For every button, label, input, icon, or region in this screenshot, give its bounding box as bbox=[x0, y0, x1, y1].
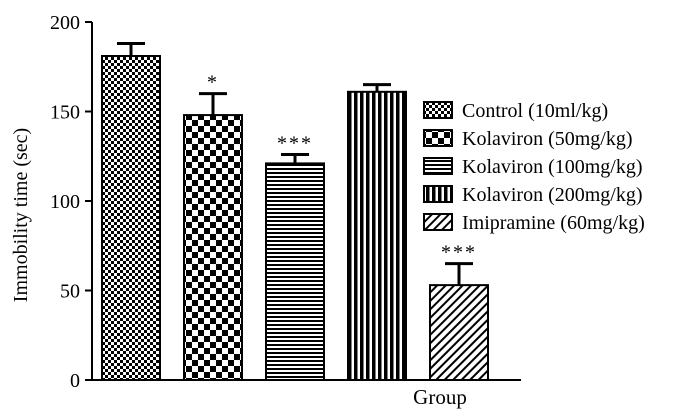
legend-label: Kolaviron (200mg/kg) bbox=[462, 184, 643, 206]
legend-label: Imipramine (60mg/kg) bbox=[462, 212, 645, 234]
legend-swatch bbox=[423, 157, 453, 175]
bar bbox=[101, 55, 161, 381]
significance-group: ******* bbox=[207, 72, 477, 264]
legend-swatch bbox=[423, 129, 453, 147]
legend-swatch bbox=[423, 101, 453, 119]
bars-group bbox=[101, 55, 489, 382]
y-tick-label: 100 bbox=[50, 191, 80, 213]
x-axis-label: Group bbox=[413, 385, 467, 409]
error-bars-group bbox=[117, 41, 473, 286]
y-tick-label: 50 bbox=[60, 281, 80, 303]
bar bbox=[183, 114, 243, 382]
legend-label: Kolaviron (100mg/kg) bbox=[462, 156, 643, 178]
legend-swatch bbox=[423, 213, 453, 231]
bar bbox=[429, 284, 489, 382]
y-tick-label: 200 bbox=[50, 12, 80, 34]
y-axis-label: Immobility time (sec) bbox=[10, 128, 32, 302]
y-tick-label: 150 bbox=[50, 102, 80, 124]
significance-label: *** bbox=[441, 242, 477, 264]
legend-label: Kolaviron (50mg/kg) bbox=[462, 128, 633, 150]
significance-label: *** bbox=[277, 132, 313, 154]
y-ticks-group: 0 50 100 150 200 bbox=[50, 12, 92, 392]
bar bbox=[265, 162, 325, 381]
bar bbox=[347, 90, 407, 381]
legend-label: Control (10ml/kg) bbox=[462, 100, 608, 122]
legend-swatch bbox=[423, 185, 453, 203]
y-tick-label: 0 bbox=[70, 370, 80, 392]
legend: Control (10ml/kg) Kolaviron (50mg/kg) Kola… bbox=[423, 100, 645, 234]
significance-label: * bbox=[207, 72, 219, 94]
